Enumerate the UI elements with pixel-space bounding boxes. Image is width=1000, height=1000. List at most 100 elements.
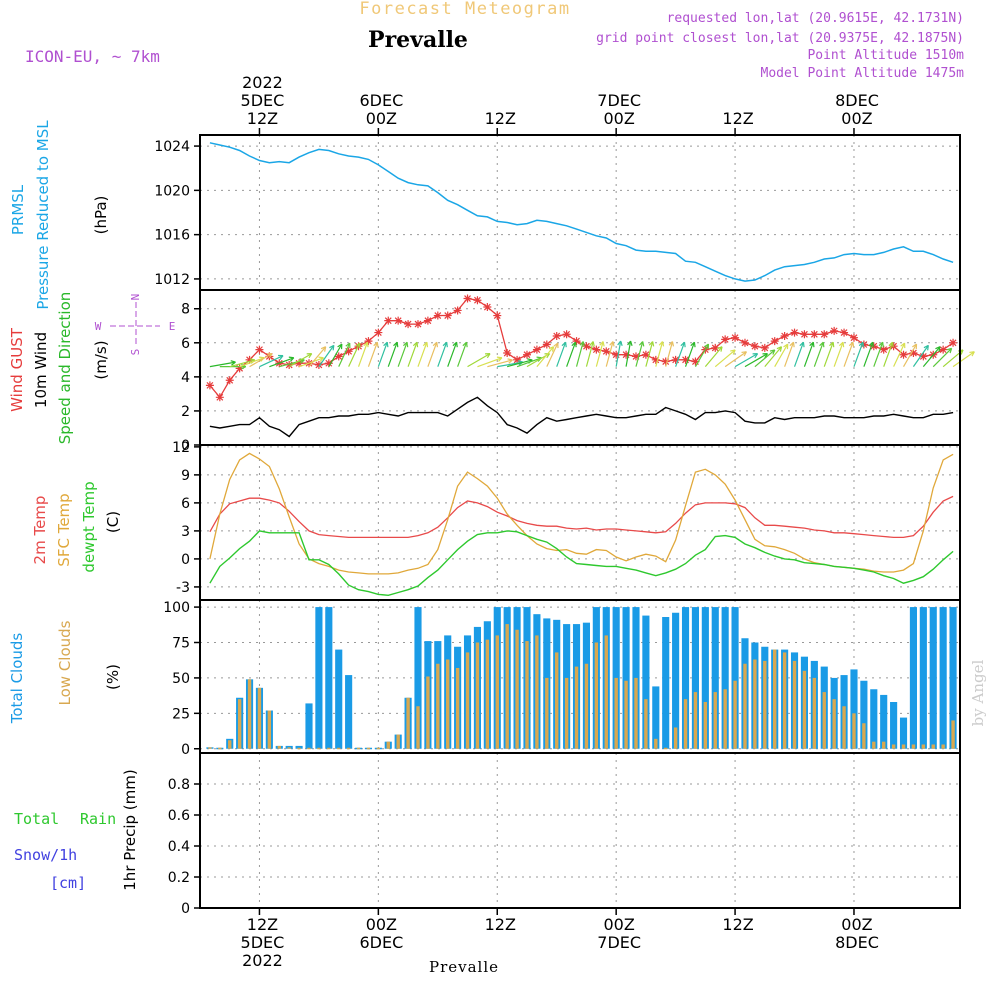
low-clouds-bar [723, 689, 727, 749]
low-clouds-bar [872, 741, 876, 749]
low-clouds-bar [455, 668, 460, 749]
top-time-label: 00Z [366, 109, 397, 128]
wind-gust-marker [800, 330, 809, 339]
low-clouds-bar [346, 747, 351, 750]
bottom-time-label: 8DEC [835, 933, 879, 952]
wind-direction-arrow [744, 353, 768, 368]
wind-direction-arrowhead [571, 341, 577, 348]
wind-gust-marker [255, 345, 264, 354]
wind-direction-arrowhead [658, 341, 665, 347]
low-clouds-bar [941, 744, 945, 749]
wind-gust-marker [949, 338, 958, 347]
low-clouds-bar [693, 692, 698, 749]
top-time-label: 12Z [485, 109, 516, 128]
wind-direction-arrow [843, 342, 854, 367]
wind-direction-arrow [497, 361, 523, 368]
low-clouds-bar [852, 713, 856, 749]
wind-gust-marker [622, 350, 631, 359]
wind-direction-arrowhead [337, 343, 343, 350]
low-clouds-bar [267, 710, 272, 749]
precipitation-frame [199, 752, 961, 909]
wind-direction-arrow [675, 342, 686, 367]
wind-direction-arrowhead [762, 353, 769, 359]
low-clouds-bar [564, 677, 569, 749]
wind-direction-arrowhead [703, 343, 710, 350]
wind-gust-marker [453, 306, 462, 315]
panel-temperature: -3 0 3 6 9 12 [172, 440, 961, 601]
low-clouds-bar [287, 747, 291, 749]
total-clouds-bar [880, 694, 888, 749]
wind-direction-arrowhead [373, 341, 379, 348]
low-clouds-bar [337, 747, 341, 750]
low-clouds-bar [396, 734, 400, 749]
wind-direction-arrow [279, 359, 305, 368]
wind-gust-marker [552, 331, 561, 340]
wind-gust-marker [830, 326, 839, 335]
pressure-unit: (hPa) [92, 196, 110, 235]
wind-direction-arrow [793, 342, 804, 367]
clouds-ytick-label: 100 [163, 600, 190, 616]
wind-gust-marker [522, 350, 531, 359]
wind-gust-marker [334, 352, 343, 361]
low-clouds-bar [406, 697, 410, 749]
wind-gust-marker [840, 328, 849, 337]
wind-gust-marker [394, 316, 403, 325]
bottom-time-label: 12Z [722, 915, 753, 934]
low-clouds-bar [911, 744, 916, 749]
total-clouds-bar [612, 607, 620, 749]
bottom-time-label: 12Z [485, 915, 516, 934]
wind-direction-arrow [774, 343, 789, 367]
wind-direction-arrow [546, 342, 559, 367]
low-clouds-bar [624, 680, 628, 749]
wind-gust-marker [374, 328, 383, 337]
direction-label: Speed and Direction [56, 292, 74, 445]
low-clouds-bar [426, 676, 430, 749]
wind-direction-arrowhead [318, 356, 324, 362]
watermark: by Angel [969, 659, 987, 726]
bottom-time-label: 12Z [247, 915, 278, 934]
low-clouds-bar [525, 641, 529, 749]
wind-gust-marker [413, 320, 422, 329]
wind-gust-marker [939, 345, 948, 354]
low-clouds-bar [673, 727, 678, 749]
wind-direction-arrowhead [355, 342, 361, 349]
footer: Prevalle by Angel [429, 659, 987, 976]
low-clouds-bar [654, 738, 658, 749]
total-clouds-bar [711, 607, 719, 749]
wind-gust-marker [731, 333, 740, 342]
low-clouds-bar [277, 745, 281, 749]
panel-pressure: 1012 1016 1020 1024 [154, 134, 961, 291]
wind-gust-marker [760, 343, 769, 352]
wind-direction-arrowhead [717, 346, 723, 352]
wind-ytick-label: 2 [181, 404, 190, 420]
wind-gust-marker [532, 345, 541, 354]
total-clouds-bar [622, 607, 630, 749]
wind-gust-marker [542, 340, 551, 349]
wind-direction-arrowhead [769, 349, 776, 355]
low-clouds-bar [931, 744, 935, 749]
wind-direction-arrowhead [829, 341, 835, 348]
wind-direction-arrow [437, 342, 448, 367]
wind-gust-marker [899, 350, 908, 359]
wind-direction-arrow [407, 342, 418, 367]
wind-gust-marker [423, 316, 432, 325]
wind-direction-arrowhead [548, 346, 555, 352]
wind-direction-arrow [863, 342, 874, 367]
wind-direction-arrow [724, 351, 747, 368]
requested-coords: requested lon,lat (20.9615E, 42.1731N) [667, 11, 964, 26]
wind-direction-arrow [684, 342, 695, 367]
sfc-temp-line [209, 452, 954, 575]
total-clouds-bar [919, 607, 927, 749]
wind-direction-arrowhead [888, 341, 894, 348]
wind-gust-marker [235, 364, 244, 373]
low-clouds-bar [515, 629, 519, 749]
wind-gust-marker [750, 342, 759, 351]
total-clouds-bar [325, 607, 333, 749]
wind-direction-arrowhead [923, 344, 929, 351]
wind-direction-arrow [387, 342, 398, 367]
compass-w: W [95, 320, 102, 333]
wind-ytick-label: 8 [181, 302, 190, 318]
low-clouds-bar [416, 706, 420, 749]
wind-direction-arrowhead [799, 341, 805, 348]
wind-direction-arrowhead [403, 341, 409, 348]
